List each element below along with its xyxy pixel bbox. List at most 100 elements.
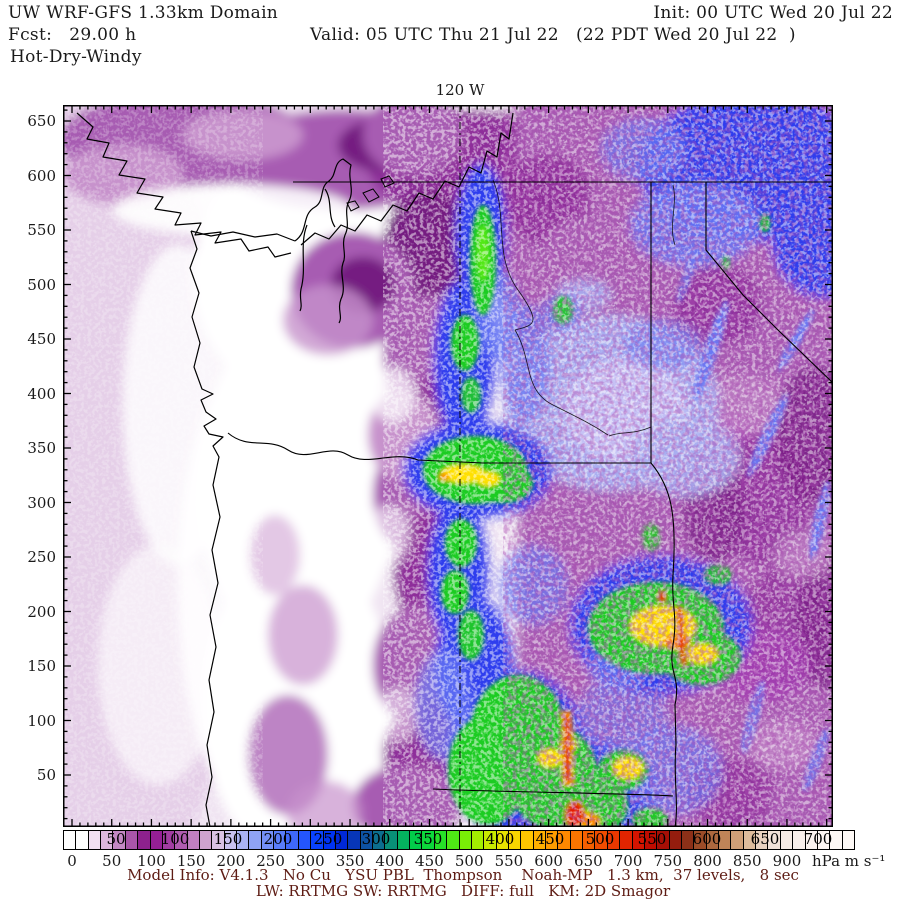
colorbar-value-label: 50 <box>106 830 126 848</box>
colorbar-cell <box>484 831 497 849</box>
y-axis-label: 650 <box>27 112 56 130</box>
x-axis-label: 150 <box>176 852 206 870</box>
map-canvas <box>63 105 833 827</box>
colorbar-cell <box>224 831 238 849</box>
unit-label: hPa m s⁻¹ <box>812 852 886 870</box>
model-title: UW WRF-GFS 1.33km Domain <box>8 3 279 23</box>
x-axis-label: 50 <box>102 852 122 870</box>
colorbar-cell <box>570 831 584 849</box>
colorbar-cell <box>348 831 361 849</box>
colorbar-cell <box>385 831 398 849</box>
colorbar-cell <box>175 831 188 849</box>
colorbar-value-label: 600 <box>692 830 722 848</box>
colorbar-cell <box>793 831 806 849</box>
x-axis-label: 350 <box>335 852 365 870</box>
colorbar-cell <box>434 831 448 849</box>
x-axis-label: 750 <box>653 852 683 870</box>
colorbar-cell <box>125 831 139 849</box>
colorbar-cell <box>768 831 781 849</box>
x-axis-label: 650 <box>574 852 603 870</box>
model-info-line2: LW: RRTMG SW: RRTMG DIFF: full KM: 2D Sm… <box>255 882 671 900</box>
map-field <box>63 105 833 827</box>
colorbar-value-label: 650 <box>750 830 780 848</box>
x-axis-label: 850 <box>732 852 762 870</box>
init-time: Init: 00 UTC Wed 20 Jul 22 <box>653 3 893 23</box>
colorbar-cell <box>360 831 373 849</box>
colorbar-cell <box>546 831 559 849</box>
colorbar-cell <box>199 831 213 849</box>
colorbar-cell <box>187 831 200 849</box>
colorbar-value-label: 400 <box>485 830 515 848</box>
y-axis-label: 200 <box>27 602 56 621</box>
y-axis-label: 500 <box>27 275 56 294</box>
x-axis-label: 900 <box>772 852 802 870</box>
map-plot <box>63 105 833 827</box>
x-axis-label: 0 <box>67 852 77 870</box>
x-axis-label: 400 <box>375 852 405 870</box>
colorbar-cell <box>298 831 312 849</box>
y-axis-label: 50 <box>36 766 56 784</box>
colorbar-cell <box>595 831 608 849</box>
colorbar-value-label: 700 <box>803 830 833 848</box>
colorbar-cell <box>669 831 682 849</box>
colorbar-cell <box>212 831 225 849</box>
colorbar-cell <box>719 831 732 849</box>
colorbar-cell <box>743 831 757 849</box>
y-axis-label: 150 <box>27 657 56 675</box>
colorbar-cell <box>632 831 645 849</box>
colorbar-cell <box>113 831 126 849</box>
x-axis-label: 200 <box>216 852 246 870</box>
x-axis-label: 800 <box>693 852 722 870</box>
colorbar-cell <box>706 831 720 849</box>
colorbar-cell <box>780 831 794 849</box>
model-info-line1: Model Info: V4.1.3 No Cu YSU PBL Thompso… <box>127 866 799 884</box>
colorbar-cell <box>583 831 596 849</box>
y-axis-label: 250 <box>27 548 56 566</box>
colorbar-cell <box>311 831 324 849</box>
colorbar-cell <box>805 831 818 849</box>
forecast-hour: Fcst: 29.00 h <box>8 25 137 45</box>
y-axis-label: 100 <box>27 711 56 730</box>
colorbar-cell <box>496 831 509 849</box>
colorbar-cell <box>286 831 299 849</box>
colorbar-cell <box>397 831 411 849</box>
colorbar-cell <box>607 831 621 849</box>
y-axis-label: 350 <box>27 439 56 457</box>
colorbar-value-label: 200 <box>263 830 293 848</box>
colorbar-cell <box>138 831 151 849</box>
colorbar-cell <box>471 831 485 849</box>
colorbar-cell <box>657 831 670 849</box>
colorbar-cell <box>88 831 102 849</box>
colorbar-cell <box>372 831 386 849</box>
y-axis-label: 300 <box>27 493 56 512</box>
colorbar-value-label: 100 <box>160 830 190 848</box>
colorbar-cell <box>150 831 163 849</box>
colorbar-value-label: 250 <box>313 830 343 848</box>
x-axis-label: 500 <box>454 852 484 870</box>
x-axis-label: 250 <box>256 852 285 870</box>
x-axis-label: 550 <box>494 852 524 870</box>
colorbar-cell <box>410 831 423 849</box>
colorbar-cell <box>459 831 472 849</box>
colorbar-value-label: 350 <box>413 830 443 848</box>
colorbar-cell <box>681 831 695 849</box>
colorbar-cell <box>830 831 843 849</box>
colorbar-value-label: 300 <box>361 830 391 848</box>
speckle-purple <box>503 105 833 827</box>
colorbar-value-label: 150 <box>213 830 243 848</box>
y-axis-label: 550 <box>27 221 56 239</box>
colorbar-cell <box>447 831 460 849</box>
colorbar-cell <box>644 831 658 849</box>
y-axis-label: 450 <box>27 330 56 348</box>
colorbar-cell <box>274 831 287 849</box>
colorbar-cell <box>756 831 769 849</box>
colorbar-cell <box>533 831 547 849</box>
colorbar-cell <box>249 831 262 849</box>
colorbar-cell <box>101 831 114 849</box>
colorbar-cell <box>558 831 571 849</box>
colorbar-value-label: 550 <box>637 830 667 848</box>
y-axis-label: 400 <box>27 384 56 403</box>
colorbar-cell <box>162 831 176 849</box>
x-axis-label: 300 <box>295 852 325 870</box>
colorbar-value-label: 500 <box>585 830 615 848</box>
